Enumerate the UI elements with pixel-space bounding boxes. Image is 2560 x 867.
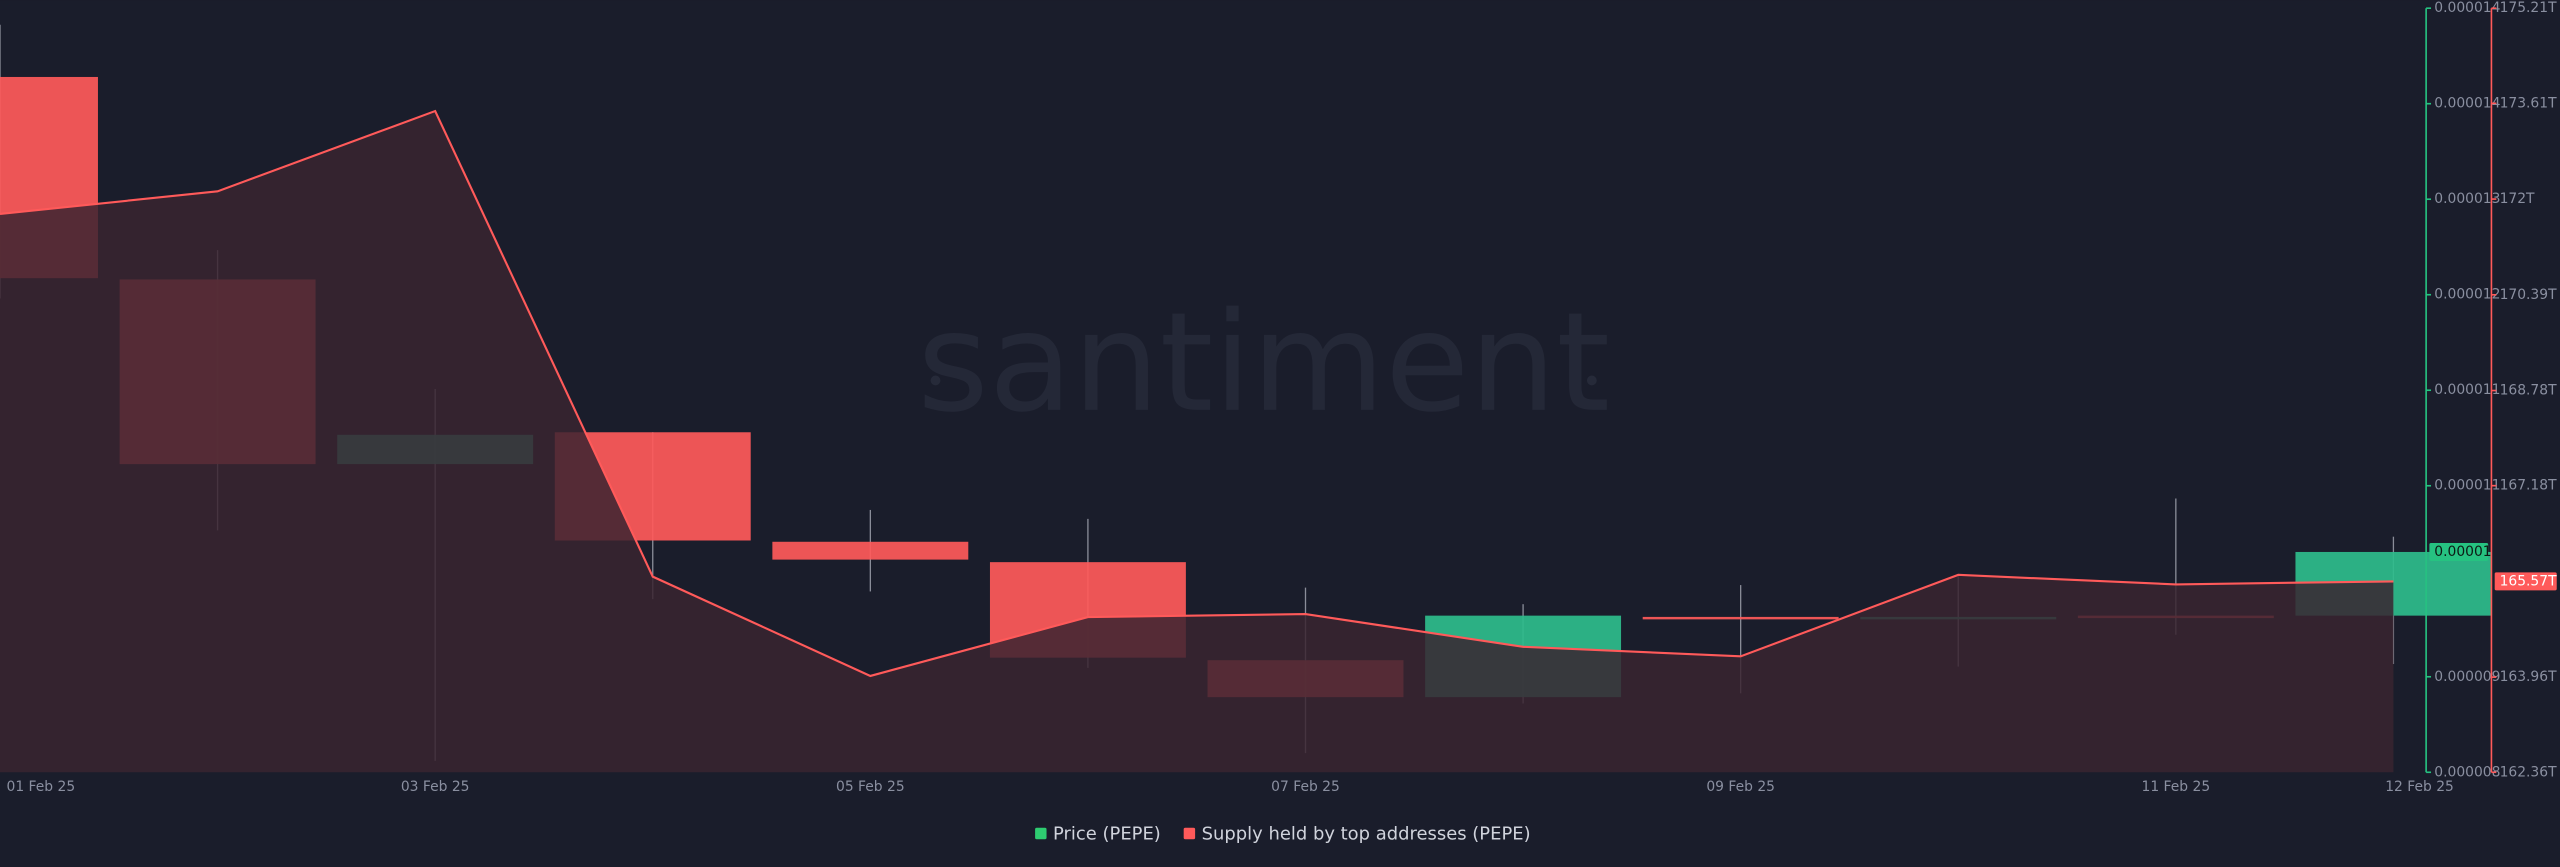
price-badge (2429, 542, 2489, 561)
y2-tick-label: 172T (2500, 191, 2535, 207)
watermark-dot (1586, 375, 1597, 386)
y2-tick-label: 167.18T (2500, 478, 2557, 494)
supply-area (0, 111, 2394, 773)
y-tick-label: 0.000013 (2434, 191, 2500, 207)
price-badge-label: 0.00001 (2434, 544, 2491, 560)
x-tick-label: 07 Feb 25 (1271, 779, 1340, 795)
x-tick-label: 11 Feb 25 (2142, 779, 2211, 795)
watermark-dot (930, 375, 941, 386)
y2-tick-label: 168.78T (2500, 383, 2557, 399)
y2-tick-label: 162.36T (2500, 764, 2557, 780)
supply-line (0, 109, 2394, 678)
y-tick-label: 0.000008 (2434, 764, 2500, 780)
y-tick-label: 0.000014 (2434, 96, 2500, 112)
x-tick-label: 03 Feb 25 (401, 779, 470, 795)
y2-tick-label: 163.96T (2500, 669, 2557, 685)
y2-tick-label: 175.21T (2500, 0, 2557, 16)
x-tick-label: 09 Feb 25 (1706, 779, 1775, 795)
y2-tick-label: 170.39T (2500, 287, 2557, 303)
y-tick-label: 0.000012 (2434, 287, 2500, 303)
x-tick-label: 01 Feb 25 (7, 779, 76, 795)
y-tick-label: 0.000014 (2434, 0, 2500, 16)
y2-tick-label: 173.61T (2500, 95, 2557, 111)
candle-body (1642, 616, 1839, 620)
x-tick-label: 12 Feb 25 (2385, 779, 2454, 795)
supply-badge (2494, 572, 2557, 591)
supply-badge-label: 165.57T (2500, 573, 2557, 589)
x-tick-label: 05 Feb 25 (836, 779, 905, 795)
legend-swatch (1035, 827, 1047, 840)
y-tick-label: 0.000011 (2434, 382, 2500, 398)
watermark: santiment (917, 284, 1610, 443)
candle-body (772, 541, 969, 560)
y-tick-label: 0.000009 (2434, 669, 2500, 685)
y-tick-label: 0.000011 (2434, 478, 2500, 494)
legend-label: Price (PEPE) (1053, 823, 1161, 844)
legend-swatch (1183, 827, 1196, 840)
legend-label: Supply held by top addresses (PEPE) (1202, 823, 1531, 844)
